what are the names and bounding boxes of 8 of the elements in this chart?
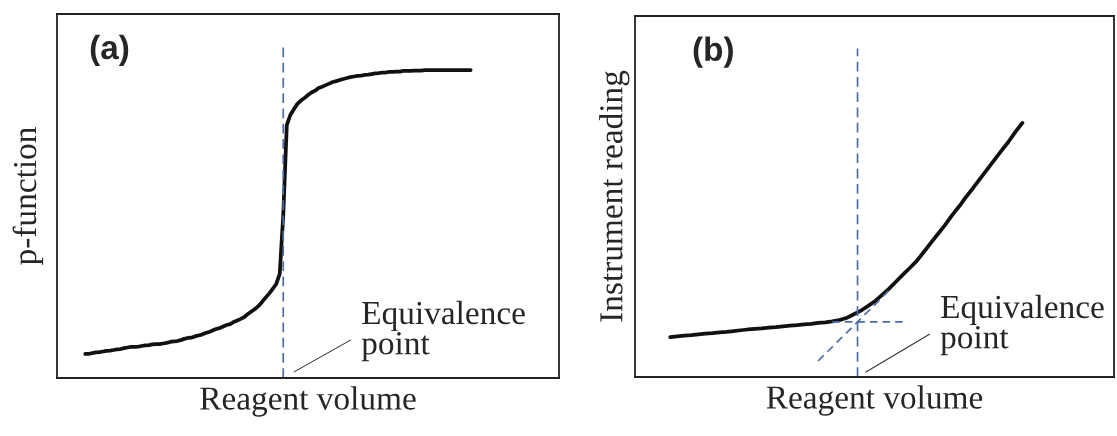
annotation: Equivalence point bbox=[361, 300, 525, 362]
y-axis-title: Instrument reading bbox=[599, 70, 630, 322]
x-axis-title: Reagent volume bbox=[200, 386, 416, 417]
chart-title: (a) bbox=[90, 34, 129, 66]
annotation: Equivalence point bbox=[940, 294, 1104, 356]
chart-title: (b) bbox=[693, 36, 733, 68]
y-axis-title: p-function bbox=[12, 127, 44, 265]
x-axis-title: Reagent volume bbox=[766, 385, 983, 416]
